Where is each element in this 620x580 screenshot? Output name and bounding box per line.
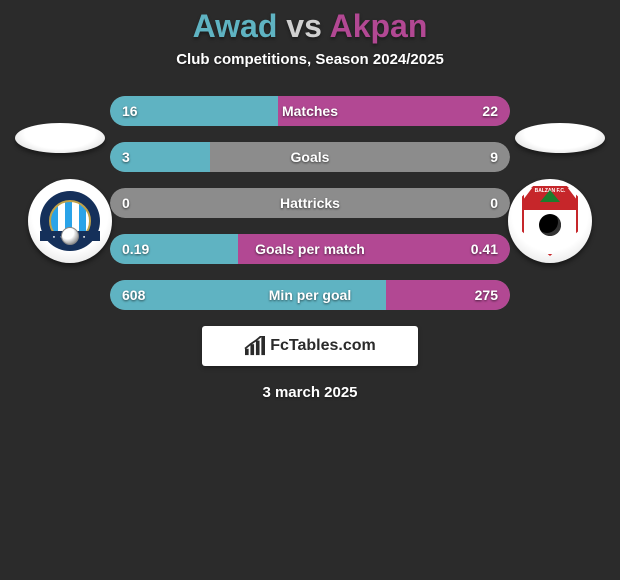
stat-row: 1622Matches — [110, 96, 510, 126]
title-player-right: Akpan — [330, 8, 428, 44]
club-badge-left: ● ● ● ● ● — [28, 179, 112, 263]
stat-row: 39Goals — [110, 142, 510, 172]
stat-label: Matches — [110, 96, 510, 126]
stat-row: 608275Min per goal — [110, 280, 510, 310]
stat-label: Goals per match — [110, 234, 510, 264]
club-badge-right: BALZAN F.C. — [508, 179, 592, 263]
title-vs: vs — [286, 8, 322, 44]
stat-label: Goals — [110, 142, 510, 172]
balzan-crest: BALZAN F.C. — [520, 186, 580, 256]
subtitle: Club competitions, Season 2024/2025 — [0, 51, 620, 68]
page-title: Awad vs Akpan — [0, 0, 620, 45]
stat-label: Min per goal — [110, 280, 510, 310]
stat-label: Hattricks — [110, 188, 510, 218]
stat-row: 00Hattricks — [110, 188, 510, 218]
barchart-icon — [244, 336, 266, 356]
sliema-crest: ● ● ● ● ● — [40, 191, 100, 251]
date-label: 3 march 2025 — [0, 384, 620, 401]
stat-row: 0.190.41Goals per match — [110, 234, 510, 264]
watermark: FcTables.com — [202, 326, 418, 366]
player-avatar-left — [15, 123, 105, 153]
watermark-text: FcTables.com — [270, 337, 376, 355]
title-player-left: Awad — [193, 8, 278, 44]
player-avatar-right — [515, 123, 605, 153]
